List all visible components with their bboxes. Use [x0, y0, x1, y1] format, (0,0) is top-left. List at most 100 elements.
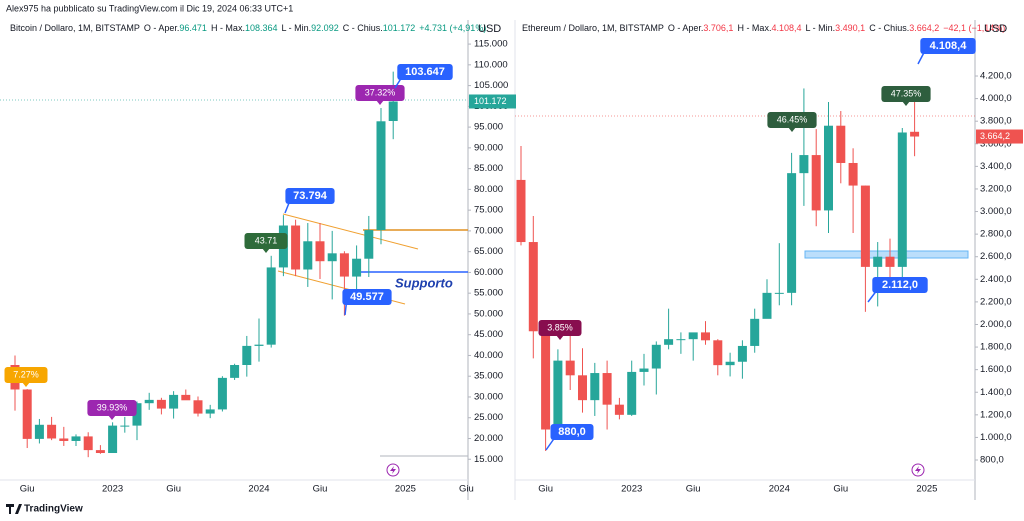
annotation-text: 7.27% — [13, 369, 39, 379]
y-tick-label: 3.800,0 — [980, 116, 1012, 127]
ohlc-value: 3.490,1 — [835, 23, 865, 33]
annotation-bg — [397, 64, 453, 80]
candle-body — [590, 373, 600, 401]
candle-body — [71, 436, 81, 441]
candle-body — [688, 332, 698, 340]
y-tick-label: 35.000 — [474, 371, 503, 382]
x-tick-label: 2023 — [102, 484, 123, 495]
candle-body — [516, 179, 526, 243]
candle-body — [774, 292, 784, 294]
y-tick-label: 90.000 — [474, 142, 503, 153]
annotation-text: 103.647 — [405, 66, 445, 78]
annotation-bg — [767, 112, 817, 128]
y-tick-label: 60.000 — [474, 267, 503, 278]
publish-info: Alex975 ha pubblicato su TradingView.com… — [6, 3, 293, 13]
ohlc-value: 108.364 — [245, 23, 278, 33]
annotation-bg — [4, 367, 48, 383]
y-tick-label: 85.000 — [474, 163, 503, 174]
y-tick-label: 15.000 — [474, 454, 503, 465]
annotation-bg — [87, 400, 137, 416]
annotation-text: 39.93% — [97, 402, 128, 412]
ohlc-value: 96.471 — [179, 23, 207, 33]
y-tick-label: 40.000 — [474, 350, 503, 361]
axis-unit: USD — [984, 23, 1007, 35]
callout: 73.794 — [284, 188, 335, 214]
price-label-bg — [469, 94, 516, 109]
candle-body — [388, 101, 398, 122]
candle-body — [836, 125, 846, 163]
candle-body — [910, 131, 920, 137]
candle-body — [95, 450, 105, 454]
annotation-text: 4.108,4 — [930, 40, 968, 52]
badge-pointer — [22, 382, 30, 387]
candle-body — [352, 258, 362, 277]
candle-body — [541, 331, 551, 430]
x-tick-label: Giu — [833, 484, 848, 495]
candle-body — [108, 425, 118, 454]
icon — [911, 463, 925, 477]
candle-body — [156, 399, 166, 409]
candle-body — [339, 253, 349, 277]
annotation-text: 37.32% — [365, 87, 396, 97]
y-tick-label: 30.000 — [474, 391, 503, 402]
ohlc-value: 3.664,2 — [909, 23, 939, 33]
y-tick-label: 20.000 — [474, 433, 503, 444]
y-tick-label: 2.200,0 — [980, 296, 1012, 307]
price-label: 101.172 — [474, 96, 507, 106]
percent-badge: 3.85% — [538, 320, 582, 340]
ohlc-label: O - Aper. — [668, 23, 704, 33]
x-tick-label: 2024 — [769, 484, 790, 495]
ohlc-value: 3.706,1 — [703, 23, 733, 33]
candle-body — [848, 162, 858, 186]
x-tick-label: Giu — [686, 484, 701, 495]
badge-pointer — [376, 100, 384, 105]
y-tick-label: 50.000 — [474, 308, 503, 319]
candle-body — [897, 132, 907, 267]
ohlc-label: L - Min. — [805, 23, 835, 33]
y-tick-label: 3.200,0 — [980, 183, 1012, 194]
candle-body — [132, 403, 142, 426]
annotation-bg — [244, 233, 288, 249]
callout: 103.647 — [394, 64, 453, 89]
candle-body — [860, 185, 870, 267]
badge-pointer — [788, 127, 796, 132]
candle-body — [315, 241, 325, 262]
percent-badge: 37.32% — [355, 85, 405, 105]
candle-body — [291, 225, 301, 270]
y-tick-label: 4.000,0 — [980, 93, 1012, 104]
annotation-bg — [538, 320, 582, 336]
y-tick-label: 3.400,0 — [980, 161, 1012, 172]
y-tick-label: 4.200,0 — [980, 71, 1012, 82]
percent-badge: 47.35% — [881, 86, 931, 106]
candle-body — [254, 344, 264, 346]
candle-body — [144, 399, 154, 404]
candle-body — [217, 377, 227, 410]
annotation-bg — [285, 188, 335, 204]
candle-body — [83, 436, 93, 451]
candle-body — [169, 394, 179, 409]
y-tick-label: 3.600,0 — [980, 138, 1012, 149]
change: +4.731 (+4,91%) — [419, 23, 486, 33]
y-tick-label: 25.000 — [474, 412, 503, 423]
ohlc-label: O - Aper. — [144, 23, 180, 33]
footer-brand: TradingView — [24, 504, 83, 515]
candle-body — [565, 360, 575, 376]
y-tick-label: 45.000 — [474, 329, 503, 340]
ohlc-value: 92.092 — [311, 23, 339, 33]
candle-body — [664, 339, 674, 345]
price-label: 3.664,2 — [980, 131, 1010, 141]
candle-body — [787, 173, 797, 293]
y-tick-label: 1.200,0 — [980, 409, 1012, 420]
y-tick-label: 2.000,0 — [980, 319, 1012, 330]
x-tick-label: Giu — [459, 484, 474, 495]
annotation-text: 43.71 — [255, 235, 278, 245]
candle-body — [713, 340, 723, 366]
y-tick-label: 80.000 — [474, 184, 503, 195]
y-tick-label: 70.000 — [474, 225, 503, 236]
candle-body — [578, 375, 587, 401]
y-tick-label: 3.000,0 — [980, 206, 1012, 217]
y-tick-label: 2.400,0 — [980, 274, 1012, 285]
y-tick-label: 115.000 — [474, 39, 508, 50]
